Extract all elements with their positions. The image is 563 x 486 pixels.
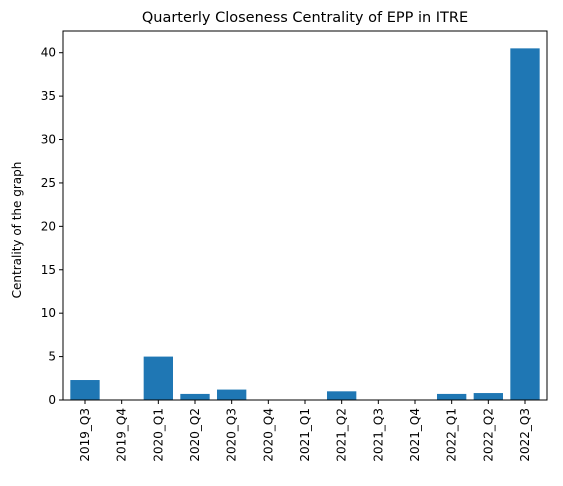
x-tick-label: 2021_Q4 [408, 408, 422, 462]
y-tick-label: 15 [41, 263, 56, 277]
y-tick-label: 30 [41, 133, 56, 147]
y-tick-label: 0 [48, 393, 56, 407]
y-tick-label: 35 [41, 89, 56, 103]
y-tick-label: 40 [41, 46, 56, 60]
y-tick-label: 5 [48, 350, 56, 364]
bar-2020_Q3 [217, 389, 247, 400]
x-tick-label: 2022_Q1 [445, 408, 459, 462]
bar-2022_Q3 [510, 48, 540, 401]
x-tick-label: 2022_Q2 [481, 408, 495, 462]
y-ticks: 0 5 10 15 20 25 30 35 40 [41, 46, 63, 407]
bar-2019_Q3 [70, 380, 100, 400]
x-tick-label: 2022_Q3 [518, 408, 532, 462]
x-tick-label: 2019_Q3 [78, 408, 92, 462]
x-tick-label: 2019_Q4 [115, 408, 129, 462]
x-tick-label: 2021_Q3 [371, 408, 385, 462]
x-ticks: 2019_Q3 2019_Q4 2020_Q1 2020_Q2 2020_Q3 2020_… [78, 400, 532, 462]
y-tick-label: 10 [41, 306, 56, 320]
x-tick-label: 2021_Q1 [298, 408, 312, 462]
x-tick-label: 2021_Q2 [335, 408, 349, 462]
bar-2020_Q2 [180, 393, 210, 400]
y-tick-label: 20 [41, 219, 56, 233]
bar-2021_Q2 [327, 391, 357, 400]
x-tick-label: 2020_Q3 [225, 408, 239, 462]
x-tick-label: 2020_Q1 [151, 408, 165, 462]
bars-layer [70, 48, 540, 401]
y-tick-label: 25 [41, 176, 56, 190]
plot-frame [62, 30, 548, 401]
x-tick-label: 2020_Q4 [261, 408, 275, 462]
y-axis-label: Centrality of the graph [10, 162, 24, 299]
chart-title: Quarterly Closeness Centrality of EPP in… [142, 10, 468, 26]
bar-2022_Q2 [473, 393, 503, 400]
bar-2020_Q1 [143, 356, 173, 400]
bar-2022_Q1 [437, 393, 467, 400]
x-tick-label: 2020_Q2 [188, 408, 202, 462]
